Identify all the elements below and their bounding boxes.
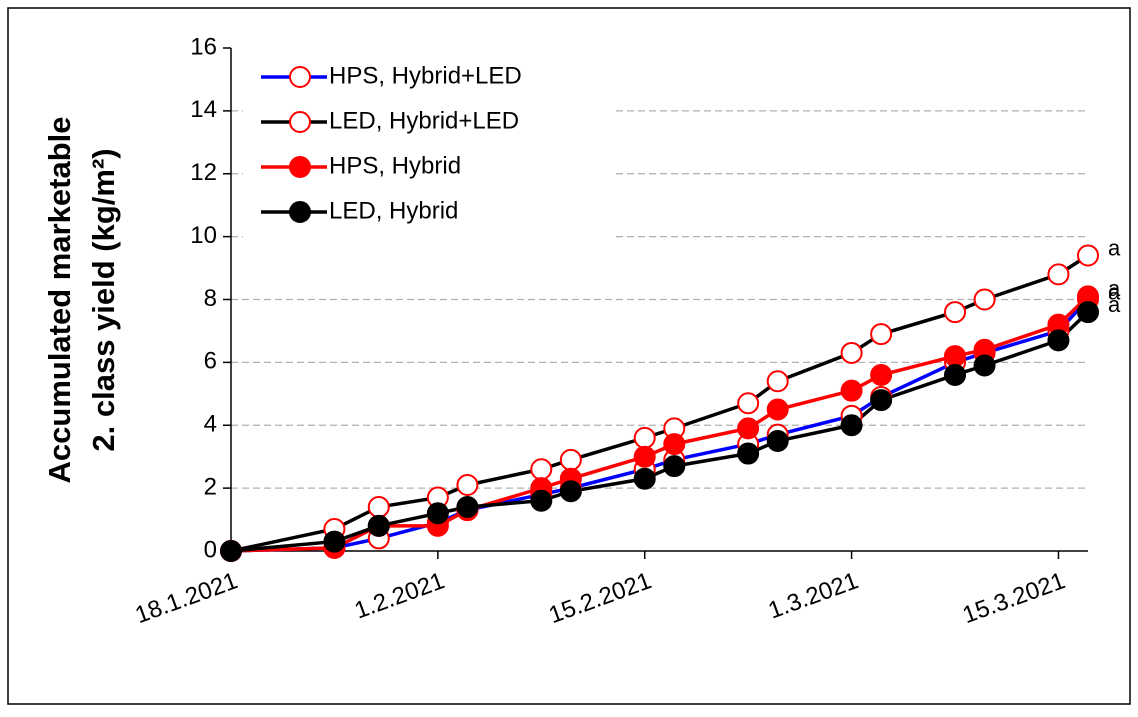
y-tick-label: 0 bbox=[204, 536, 217, 563]
data-point bbox=[840, 341, 863, 364]
data-point bbox=[367, 495, 390, 518]
data-point bbox=[973, 354, 996, 377]
data-point bbox=[633, 467, 656, 490]
data-point bbox=[530, 458, 553, 481]
data-point bbox=[367, 514, 390, 537]
data-point bbox=[840, 414, 863, 437]
data-point bbox=[944, 345, 967, 368]
data-point bbox=[1077, 244, 1099, 267]
data-point bbox=[426, 502, 449, 525]
data-point bbox=[737, 392, 760, 415]
data-point bbox=[766, 370, 789, 393]
y-tick-label: 4 bbox=[204, 411, 217, 438]
data-point bbox=[944, 363, 967, 386]
annotation: a bbox=[1108, 235, 1121, 260]
data-point bbox=[766, 429, 789, 452]
y-axis-label: Accumulated marketable bbox=[42, 117, 77, 484]
data-point bbox=[456, 473, 479, 496]
y-tick-label: 10 bbox=[190, 222, 217, 249]
data-point bbox=[1047, 329, 1070, 352]
data-point bbox=[766, 398, 789, 421]
legend-label: LED, Hybrid+LED bbox=[329, 107, 519, 134]
y-tick-label: 16 bbox=[190, 33, 217, 60]
legend: HPS, Hybrid+LED LED, Hybrid+LED HPS, Hybri… bbox=[243, 56, 615, 246]
y-tick-label: 12 bbox=[190, 159, 217, 186]
legend-marker bbox=[289, 201, 311, 223]
data-point bbox=[633, 426, 656, 449]
legend-label: HPS, Hybrid bbox=[329, 152, 461, 179]
data-point bbox=[456, 495, 479, 518]
data-point bbox=[323, 530, 346, 553]
y-tick-label: 14 bbox=[190, 96, 217, 123]
annotation: a bbox=[1108, 292, 1121, 317]
data-point bbox=[559, 448, 582, 471]
legend-label: LED, Hybrid bbox=[329, 197, 458, 224]
annotation: a bbox=[1108, 279, 1121, 304]
y-tick-label: 6 bbox=[204, 348, 217, 375]
data-point bbox=[737, 442, 760, 465]
y-tick-label: 8 bbox=[204, 285, 217, 312]
data-point bbox=[737, 417, 760, 440]
data-point bbox=[663, 433, 686, 456]
data-point bbox=[870, 323, 893, 346]
data-point bbox=[973, 288, 996, 311]
data-point bbox=[633, 445, 656, 468]
data-point bbox=[870, 389, 893, 412]
annotation: a bbox=[1108, 276, 1121, 301]
legend-label: HPS, Hybrid+LED bbox=[329, 62, 522, 89]
y-axis-label: 2. class yield (kg/m²) bbox=[86, 148, 121, 451]
data-point bbox=[1047, 263, 1070, 286]
legend-marker bbox=[289, 66, 311, 88]
data-point bbox=[559, 480, 582, 503]
data-point bbox=[530, 489, 553, 512]
legend-marker bbox=[289, 111, 311, 133]
y-tick-label: 2 bbox=[204, 473, 217, 500]
data-point bbox=[663, 455, 686, 478]
data-point bbox=[840, 379, 863, 402]
data-point bbox=[220, 540, 242, 562]
data-point bbox=[944, 301, 967, 324]
legend-marker bbox=[289, 156, 311, 178]
data-point bbox=[870, 363, 893, 386]
data-point bbox=[1077, 301, 1099, 324]
